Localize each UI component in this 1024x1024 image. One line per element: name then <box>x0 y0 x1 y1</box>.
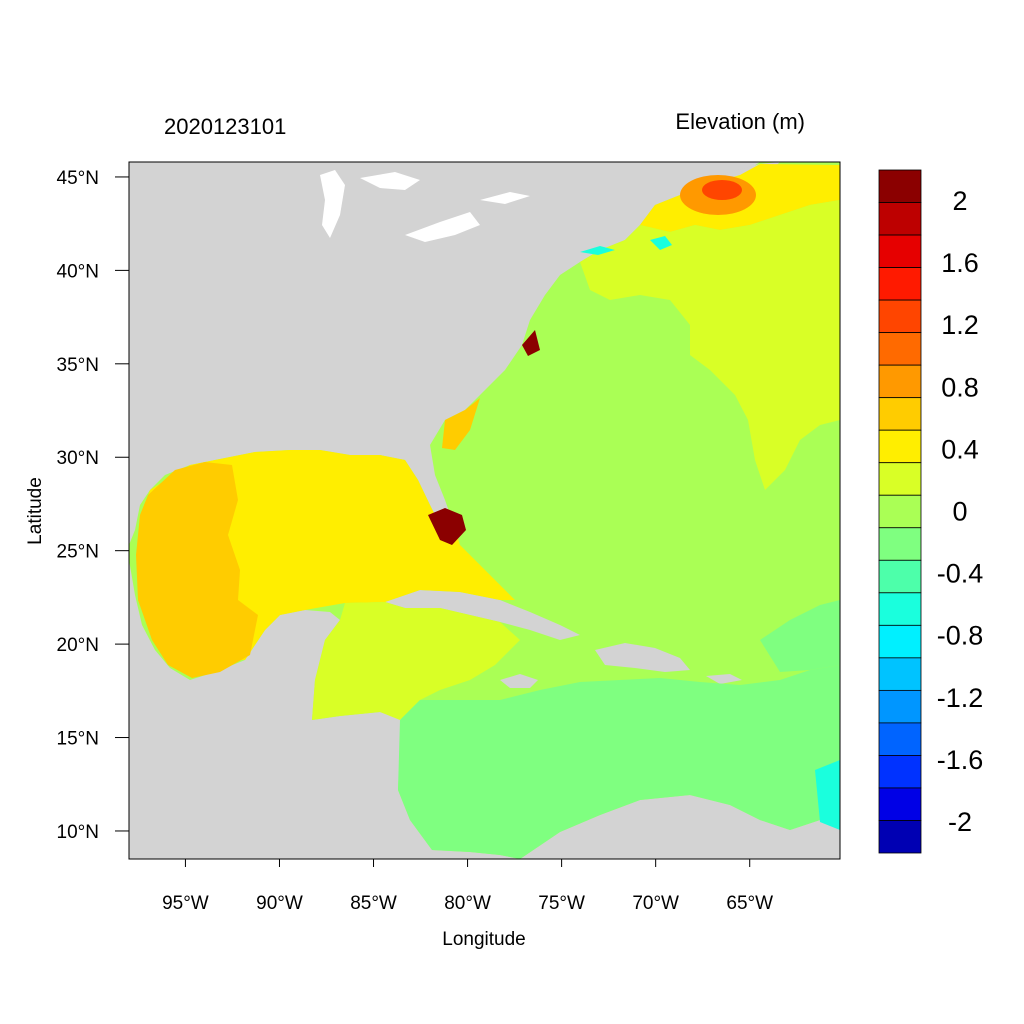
caribbean-light-green-zone <box>398 665 840 859</box>
south-florida-dark-red <box>428 508 466 545</box>
land-south-america <box>520 795 840 859</box>
colorbar-swatch <box>878 429 922 464</box>
colorbar-label: 1.2 <box>941 310 979 340</box>
colorbar-swatch <box>878 267 922 301</box>
land-hispaniola <box>595 643 690 672</box>
y-tick-label: 35°N <box>57 355 99 376</box>
colorbar <box>878 169 922 854</box>
long-island-cyan <box>580 246 615 255</box>
x-tick-label: 85°W <box>350 893 397 914</box>
colorbar-labels: 2 1.6 1.2 0.8 0.4 0 -0.4 -0.8 -1.2 -1.6 -2 <box>937 186 984 837</box>
x-axis-label: Longitude <box>442 929 525 950</box>
colorbar-swatch <box>878 689 922 724</box>
colorbar-label: 2 <box>952 186 967 216</box>
x-tick-label: 75°W <box>538 893 585 914</box>
y-axis: 45°N 40°N 35°N 30°N 25°N 20°N 15°N 10°N <box>57 168 129 843</box>
outer-banks-dark-red <box>522 330 540 356</box>
colorbar-label: -0.8 <box>937 621 984 651</box>
colorbar-label: 0.4 <box>941 434 979 464</box>
colorbar-swatch <box>878 559 922 594</box>
colorbar-swatch <box>878 202 922 236</box>
y-tick-label: 15°N <box>57 729 99 750</box>
northeast-yellow-green-zone <box>580 200 840 490</box>
colorbar-swatch <box>878 787 922 821</box>
western-gulf-orange-zone <box>136 462 258 678</box>
east-atlantic-light-green-zone <box>760 600 840 672</box>
colorbar-swatch <box>878 592 922 626</box>
colorbar-swatch <box>878 755 922 789</box>
colorbar-label: 0 <box>952 497 967 527</box>
y-tick-label: 25°N <box>57 542 99 563</box>
colorbar-label: 1.6 <box>941 248 979 278</box>
x-tick-label: 70°W <box>632 893 679 914</box>
cape-cod-cyan <box>650 236 672 250</box>
x-tick-label: 65°W <box>726 893 773 914</box>
colorbar-swatch <box>878 397 922 431</box>
colorbar-swatch <box>878 299 922 334</box>
colorbar-swatch <box>878 332 922 366</box>
colorbar-swatch <box>878 527 922 561</box>
colorbar-swatch <box>878 722 922 756</box>
x-axis: 95°W 90°W 85°W 80°W 75°W 70°W 65°W <box>162 859 773 914</box>
colorbar-label: -0.4 <box>937 559 984 589</box>
x-tick-label: 80°W <box>444 893 491 914</box>
gulf-of-maine-peak <box>702 180 742 200</box>
colorbar-label: 0.8 <box>941 372 979 402</box>
colorbar-swatch <box>878 364 922 399</box>
x-tick-label: 95°W <box>162 893 209 914</box>
x-tick-label: 90°W <box>256 893 303 914</box>
caribbean-yellow-green-zone <box>312 602 520 720</box>
land-mexico-central-america <box>129 560 520 859</box>
map-plot <box>129 162 840 859</box>
colorbar-swatch <box>878 234 922 268</box>
colorbar-swatch <box>878 820 922 854</box>
land-jamaica <box>500 674 538 688</box>
variable-title: Elevation (m) <box>675 109 805 134</box>
colorbar-label: -1.6 <box>937 745 984 775</box>
great-lakes <box>320 170 530 242</box>
cyan-coastal-patch <box>815 760 840 830</box>
y-tick-label: 10°N <box>57 822 99 843</box>
southeast-coastal-orange <box>442 398 480 450</box>
colorbar-swatch <box>878 462 922 496</box>
land-puerto-rico <box>706 674 742 684</box>
plot-frame <box>128 161 841 860</box>
y-tick-label: 40°N <box>57 261 99 282</box>
colorbar-swatch <box>878 657 922 691</box>
colorbar-label: -2 <box>948 807 972 837</box>
y-tick-label: 30°N <box>57 448 99 469</box>
land-cuba <box>385 590 580 640</box>
land-north-america <box>129 162 760 545</box>
colorbar-swatch <box>878 494 922 529</box>
colorbar-label: -1.2 <box>937 683 984 713</box>
y-tick-label: 45°N <box>57 168 99 189</box>
y-axis-label: Latitude <box>25 477 46 545</box>
date-title: 2020123101 <box>164 114 286 139</box>
y-tick-label: 20°N <box>57 635 99 656</box>
colorbar-swatch <box>878 169 922 203</box>
colorbar-swatch <box>878 624 922 659</box>
